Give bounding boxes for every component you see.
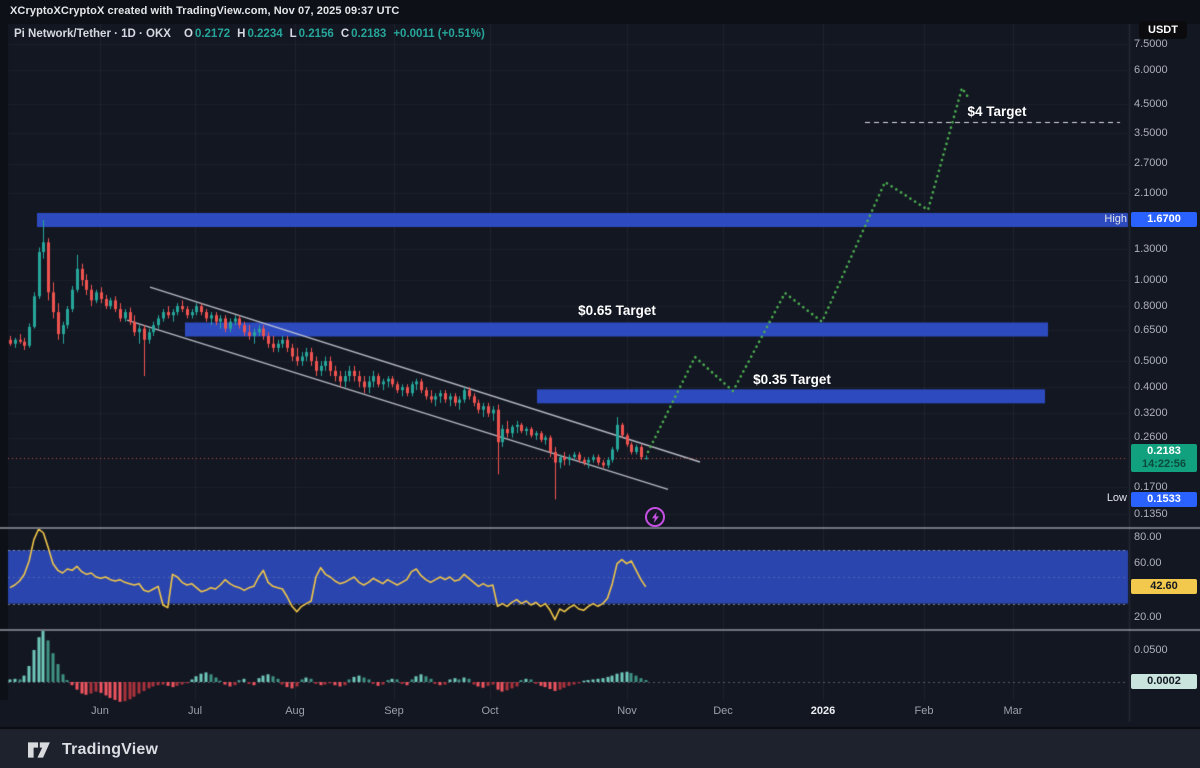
month-label: Feb [914, 705, 934, 717]
rsi-value-badge: 42.60 [1131, 579, 1197, 595]
price-tick-label: 2.1000 [1134, 186, 1168, 199]
price-tick-label: 2.7000 [1134, 157, 1168, 170]
month-label: Aug [285, 705, 305, 717]
month-label: Sep [384, 705, 404, 717]
month-label: Dec [713, 705, 733, 717]
tradingview-logo[interactable]: TradingView [28, 741, 158, 759]
price-tick-label: 1.3000 [1134, 242, 1168, 255]
change-readout: +0.0011 (+0.51%) [393, 28, 485, 40]
high-price-badge: 1.6700 [1131, 212, 1197, 228]
close-readout: C 0.2183 [340, 28, 387, 40]
boost-lightning-icon[interactable] [645, 507, 665, 527]
tradingview-logo-icon [28, 741, 50, 758]
symbol-title[interactable]: Pi Network/Tether · 1D · OKX [14, 28, 171, 40]
price-tick-label: 0.8000 [1134, 299, 1168, 312]
histogram-value-badge: 0.0002 [1131, 674, 1197, 690]
price-tick-label: 0.1350 [1134, 507, 1168, 520]
low-price-badge: 0.1533 [1131, 491, 1197, 507]
histogram-tick-label: 0.0500 [1134, 643, 1168, 656]
rsi-tick-label: 60.00 [1134, 557, 1162, 570]
price-tick-label: 4.5000 [1134, 97, 1168, 110]
last-price-value: 0.2183 [1147, 445, 1181, 458]
month-label: Mar [1003, 705, 1023, 717]
price-tick-label: 0.1700 [1134, 480, 1168, 493]
month-label: Jun [91, 705, 109, 717]
price-tick-label: 0.5000 [1134, 354, 1168, 367]
price-tick-label: 0.3200 [1134, 406, 1168, 419]
bar-countdown: 14:22:56 [1141, 458, 1187, 471]
attribution-text: XCryptoXCryptoX created with TradingView… [10, 5, 400, 17]
rsi-tick-label: 20.00 [1134, 610, 1162, 623]
price-tick-label: 0.2600 [1134, 431, 1168, 444]
time-axis[interactable]: Jun Jul Aug Sep Oct Nov Dec 2026 Feb Mar [0, 700, 1130, 722]
price-tick-label: 0.4000 [1134, 380, 1168, 393]
price-tick-label: 1.0000 [1134, 273, 1168, 286]
open-readout: O 0.2172 [183, 28, 231, 40]
rsi-tick-label: 80.00 [1134, 530, 1162, 543]
high-readout: H 0.2234 [237, 28, 283, 40]
footer-bar: TradingView [0, 727, 1200, 768]
attribution-bar: XCryptoXCryptoX created with TradingView… [0, 0, 1200, 24]
price-tick-label: 6.0000 [1134, 63, 1168, 76]
month-label: 2026 [810, 705, 836, 717]
month-label: Nov [617, 705, 637, 717]
month-label: Jul [187, 705, 203, 717]
symbol-legend[interactable]: Pi Network/Tether · 1D · OKX O 0.2172 H 0.… [14, 28, 485, 40]
currency-toggle-button[interactable]: USDT [1139, 21, 1187, 39]
last-price-badge: 0.2183 14:22:56 [1131, 444, 1197, 473]
month-label: Oct [481, 705, 499, 717]
low-readout: L 0.2156 [289, 28, 334, 40]
price-tick-label: 0.6500 [1134, 323, 1168, 336]
price-tick-label: 7.5000 [1134, 37, 1168, 50]
price-tick-label: 3.5000 [1134, 126, 1168, 139]
tradingview-logo-text: TradingView [62, 740, 159, 758]
